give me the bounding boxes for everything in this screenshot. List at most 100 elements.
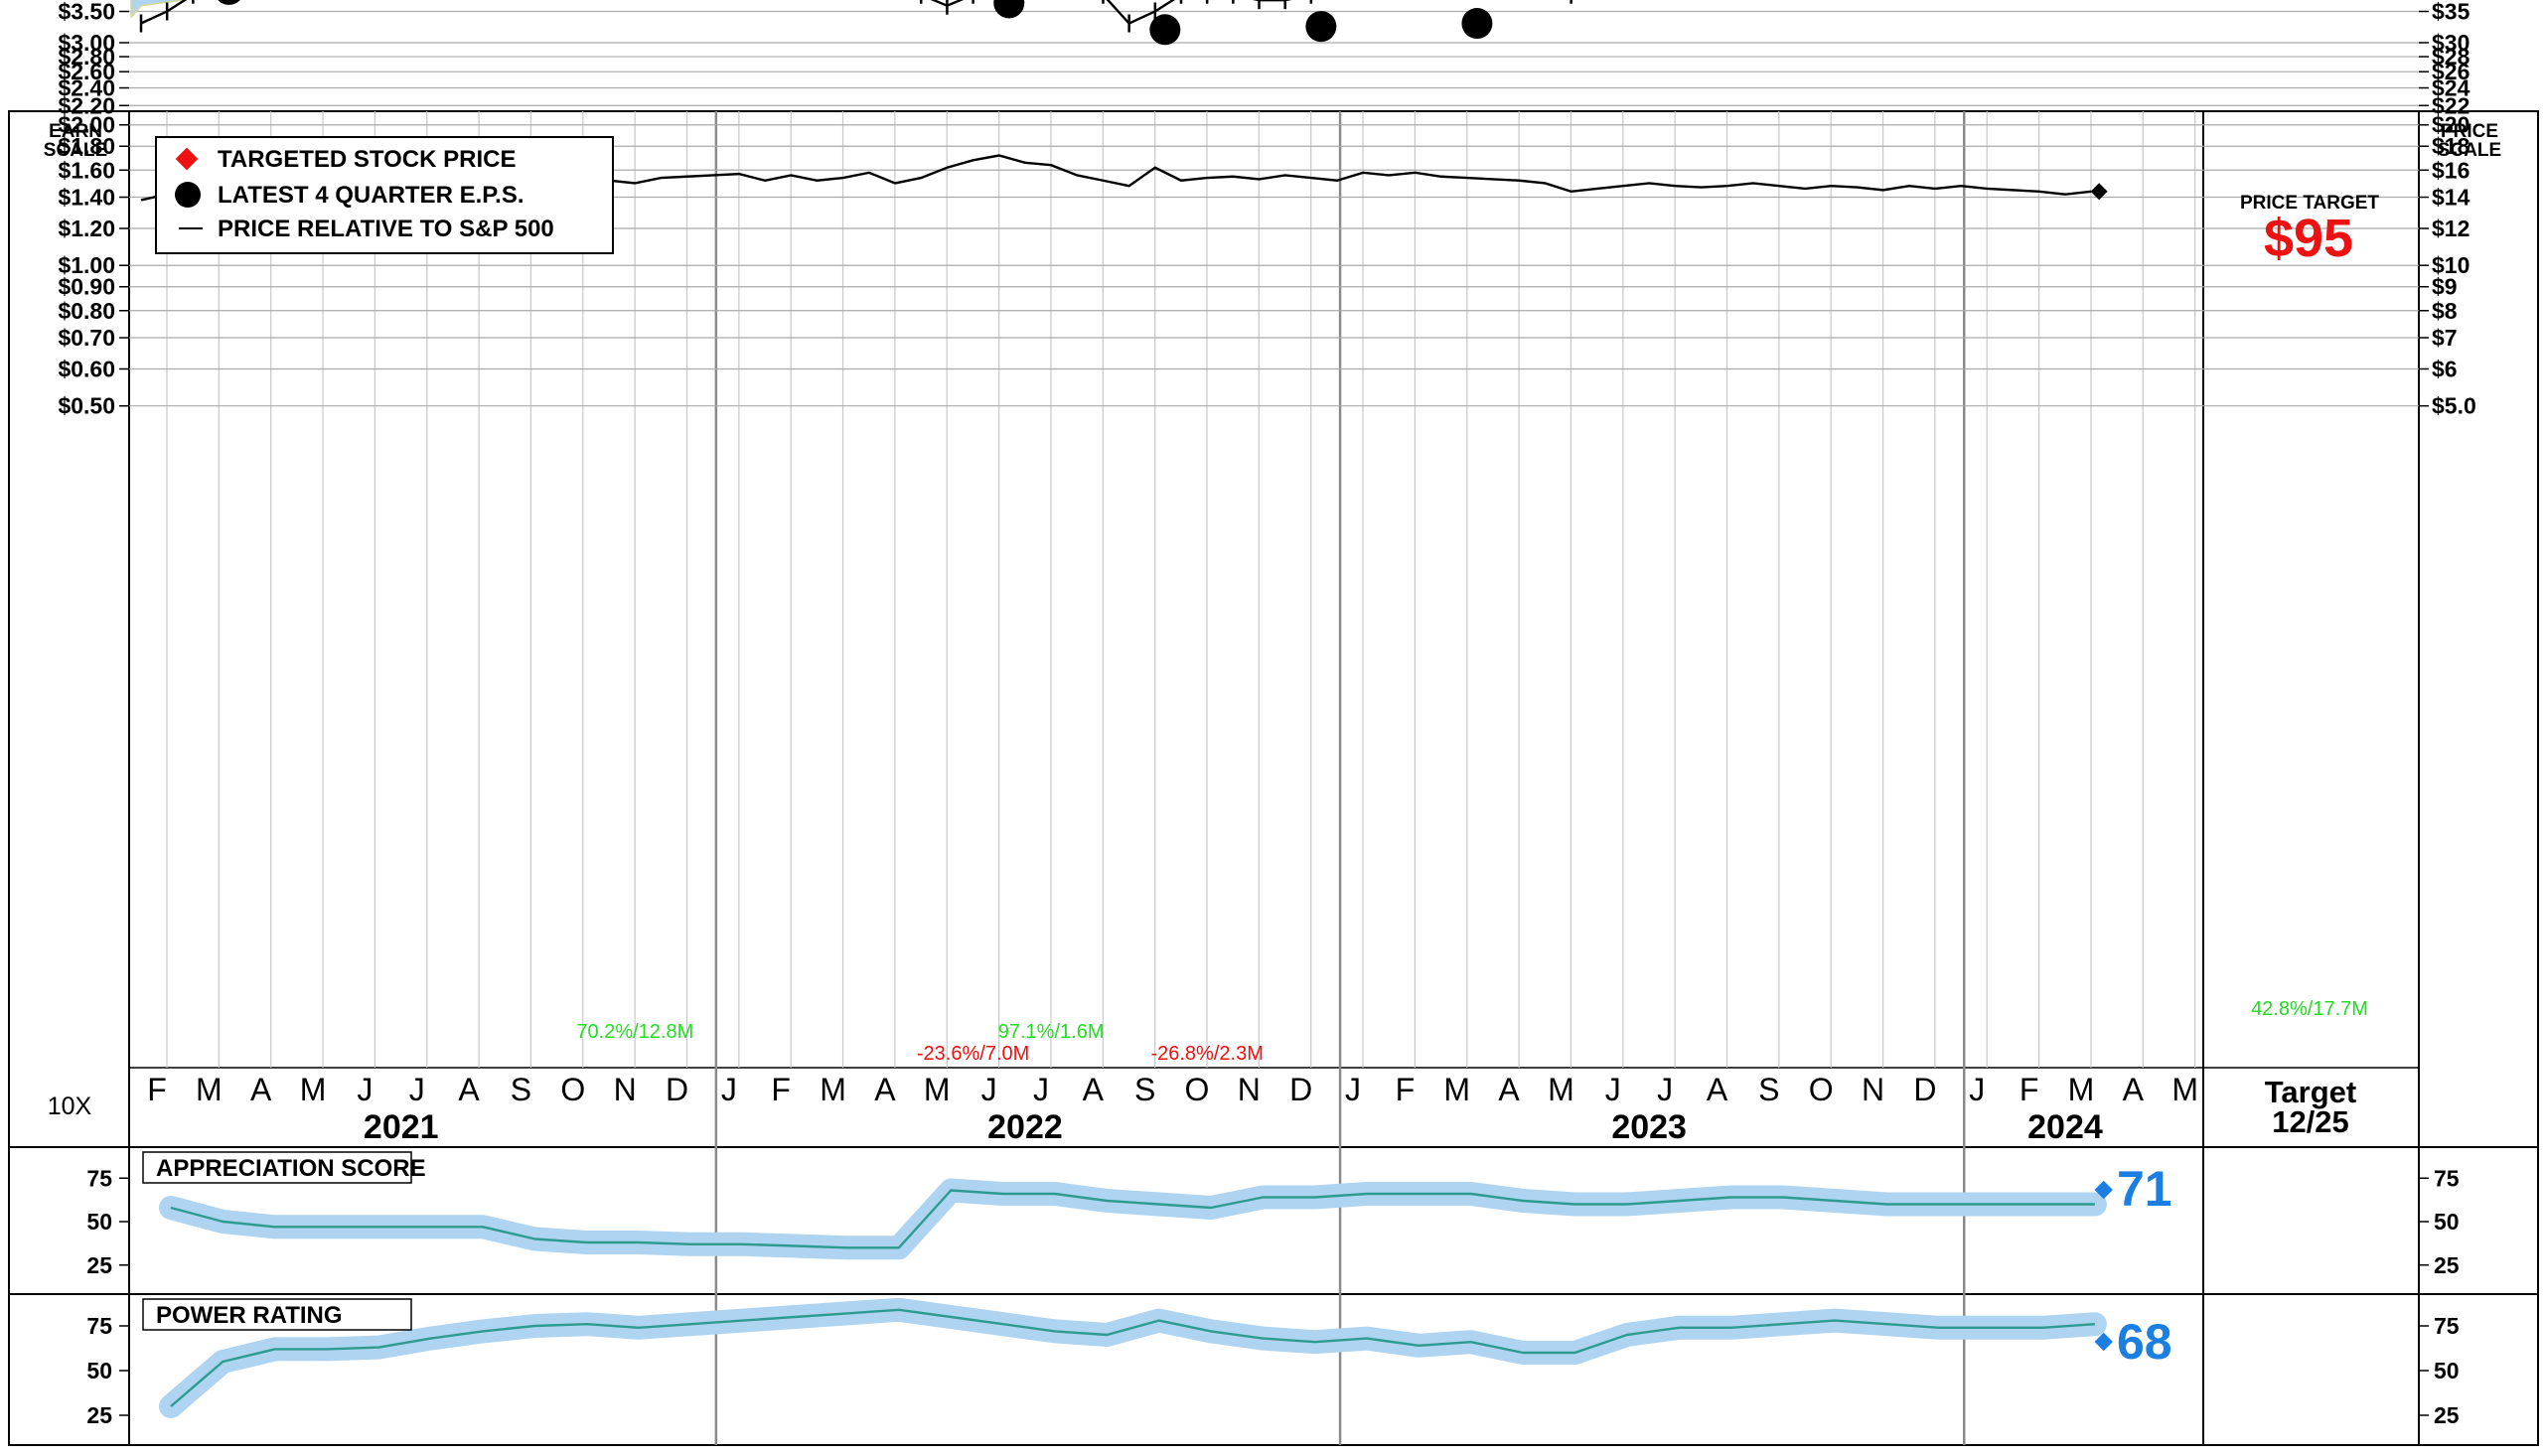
- price-target-label: PRICE TARGET: [2240, 193, 2379, 214]
- earn-tick-label: $0.70: [58, 325, 115, 351]
- volume-annotation: 70.2%/12.8M: [576, 1021, 693, 1043]
- month-label: J: [721, 1072, 737, 1107]
- month-label: M: [2068, 1072, 2095, 1107]
- month-label: D: [1289, 1072, 1312, 1107]
- earn-tick-label: $2.60: [58, 59, 115, 84]
- price-tick-label: $14: [2432, 185, 2470, 211]
- month-label: M: [820, 1072, 846, 1107]
- appreciation-score-title: APPRECIATION SCORE: [156, 1155, 426, 1182]
- month-label: D: [1913, 1072, 1936, 1107]
- month-label: M: [924, 1072, 951, 1107]
- month-label: D: [666, 1072, 688, 1107]
- volume-annotation: 97.1%/1.6M: [998, 1021, 1105, 1043]
- volume-annotation: -23.6%/7.0M: [917, 1043, 1029, 1065]
- score-tick-label: 25: [86, 1252, 112, 1278]
- month-label: A: [1498, 1072, 1520, 1107]
- legend-box: [155, 136, 614, 254]
- legend-eps-icon: [175, 182, 201, 208]
- earn-tick-label: $2.80: [58, 44, 115, 70]
- eps-point: [1149, 14, 1181, 46]
- legend-eps-label: LATEST 4 QUARTER E.P.S.: [218, 182, 524, 209]
- month-label: S: [1134, 1072, 1155, 1107]
- month-label: F: [1396, 1072, 1416, 1107]
- target-date: 12/25: [2272, 1104, 2349, 1139]
- marks-layer: [218, 0, 2108, 201]
- target-band: [130, 0, 189, 19]
- month-label: F: [771, 1072, 791, 1107]
- price-tick-label: $18: [2432, 133, 2470, 159]
- earn-tick-label: $0.80: [58, 298, 115, 324]
- score-tick-label: 25: [86, 1402, 112, 1428]
- outer-frame: [8, 110, 2539, 1446]
- price-tick-label: $12: [2432, 216, 2469, 241]
- earn-scale-title-2: SCALE: [44, 140, 107, 161]
- labels-layer: $14.00$12.00$10.00$9.00$8.00$7.00$6.00$5…: [58, 0, 2476, 1428]
- power-title-box: [142, 1298, 412, 1331]
- month-label: M: [1443, 1072, 1470, 1107]
- month-label: S: [511, 1072, 531, 1107]
- year-label: 2024: [2027, 1108, 2103, 1146]
- price-tick-label: $6: [2432, 356, 2458, 381]
- earn-tick-label: $0.90: [58, 274, 115, 300]
- month-label: A: [1707, 1072, 1728, 1107]
- eps-point: [1305, 11, 1337, 43]
- eps-point: [993, 0, 1025, 19]
- power-latest-icon: [2094, 1332, 2113, 1352]
- price-tick-label: $10: [2432, 252, 2469, 278]
- month-label: J: [1605, 1072, 1621, 1107]
- price-tick-label: $28: [2432, 44, 2470, 70]
- legend-relative-label: PRICE RELATIVE TO S&P 500: [218, 216, 554, 242]
- price-tick-label: $35: [2432, 0, 2470, 25]
- earn-tick-label: $0.60: [58, 356, 115, 381]
- score-tick-label-right: 50: [2434, 1358, 2460, 1383]
- month-label: N: [1238, 1072, 1261, 1107]
- grid-lines: [119, 10, 2429, 1445]
- score-tick-label-right: 75: [2434, 1313, 2460, 1339]
- price-tick-label: $5.0: [2432, 393, 2476, 419]
- earn-tick-label: $1.40: [58, 185, 115, 211]
- earn-tick-label: $2.00: [58, 112, 115, 138]
- month-label: S: [1758, 1072, 1779, 1107]
- earn-tick-label: $2.40: [58, 75, 115, 101]
- month-label: J: [1033, 1072, 1049, 1107]
- stock-price-line: [140, 0, 1292, 25]
- month-label: A: [874, 1072, 896, 1107]
- price-scale-title-2: SCALE: [2438, 140, 2501, 161]
- month-label: O: [1809, 1072, 1834, 1107]
- score-tick-label: 50: [86, 1358, 112, 1383]
- appreciation-title-box: [142, 1151, 412, 1184]
- score-tick-label-right: 50: [2434, 1209, 2460, 1235]
- earn-tick-label: $1.80: [58, 133, 115, 159]
- target-band-area: [130, 0, 189, 19]
- price-tick-label: $8: [2432, 298, 2458, 324]
- price-tick-label: $22: [2432, 92, 2469, 118]
- month-label: N: [1862, 1072, 1884, 1107]
- month-label: J: [409, 1072, 425, 1107]
- month-label: F: [147, 1072, 167, 1107]
- score-tick-label: 75: [86, 1165, 112, 1191]
- price-tick-label: $30: [2432, 30, 2469, 56]
- volume-annotation: 42.8%/17.7M: [2251, 998, 2368, 1020]
- score-tick-label-right: 75: [2434, 1165, 2460, 1191]
- power-rating-title: POWER RATING: [156, 1302, 343, 1329]
- volume-annotation: -26.8%/2.3M: [1150, 1043, 1263, 1065]
- month-label: J: [1657, 1072, 1673, 1107]
- year-label: 2023: [1611, 1108, 1687, 1146]
- legend-target-price-label: TARGETED STOCK PRICE: [218, 146, 516, 173]
- month-label: F: [2019, 1072, 2039, 1107]
- earn-tick-label: $3.50: [58, 0, 115, 25]
- month-label: J: [1969, 1072, 1985, 1107]
- target-header: Target: [2265, 1075, 2356, 1109]
- month-label: J: [357, 1072, 373, 1107]
- month-label: M: [196, 1072, 223, 1107]
- month-label: O: [1185, 1072, 1210, 1107]
- month-label: M: [2171, 1072, 2198, 1107]
- month-label: A: [1083, 1072, 1105, 1107]
- earn-tick-label: $1.00: [58, 252, 115, 278]
- month-label: N: [614, 1072, 637, 1107]
- score-tick-label-right: 25: [2434, 1252, 2460, 1278]
- eps-point: [218, 0, 240, 5]
- legend: TARGETED STOCK PRICE LATEST 4 QUARTER E.…: [155, 136, 614, 254]
